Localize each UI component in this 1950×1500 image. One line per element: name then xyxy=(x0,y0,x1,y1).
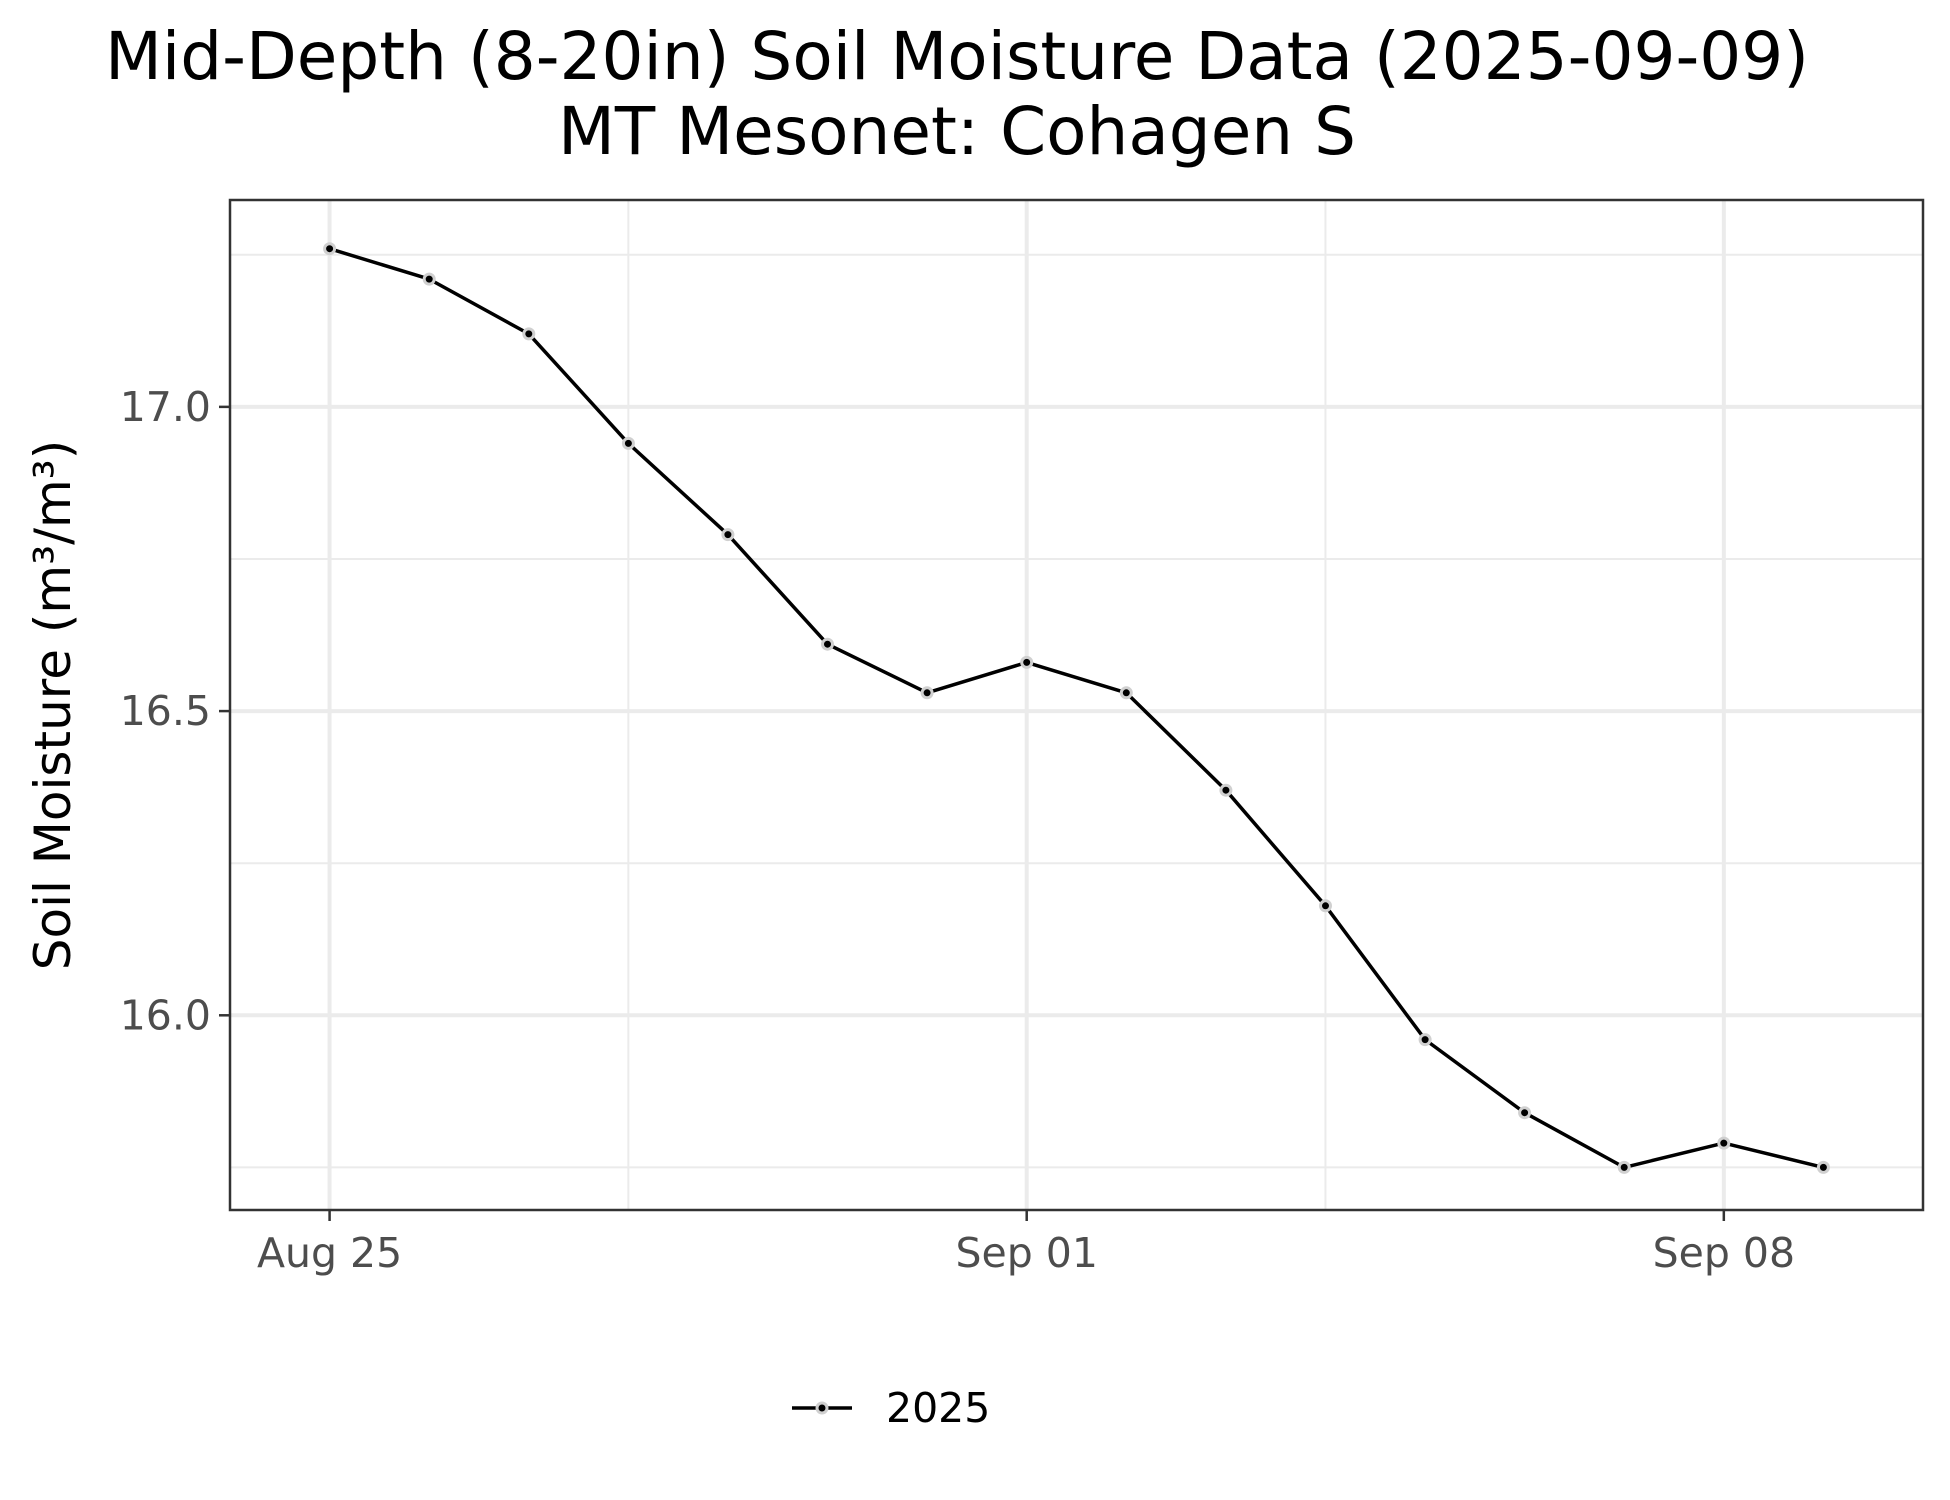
y-axis: 16.0 16.5 17.0 xyxy=(120,383,230,1039)
panel-border xyxy=(228,198,1925,1212)
series-line-2025 xyxy=(329,247,1824,1170)
data-point xyxy=(1219,783,1233,797)
data-point xyxy=(422,272,436,286)
data-point xyxy=(1020,655,1034,669)
y-axis-label: Soil Moisture (m³/m³) xyxy=(24,440,82,970)
data-point xyxy=(920,686,934,700)
data-point xyxy=(323,242,337,256)
grid xyxy=(230,200,1923,1210)
y-tick-label: 16.5 xyxy=(120,687,211,735)
data-point xyxy=(1319,899,1332,913)
chart-title-line2: MT Mesonet: Cohagen S xyxy=(558,93,1356,170)
legend[interactable]: 2025 xyxy=(792,1384,990,1432)
data-point xyxy=(1617,1160,1631,1174)
legend-label-2025: 2025 xyxy=(886,1384,990,1432)
data-point xyxy=(1119,686,1133,700)
data-point xyxy=(522,327,536,341)
chart-title-line1: Mid-Depth (8-20in) Soil Moisture Data (2… xyxy=(105,18,1809,95)
legend-key-point xyxy=(815,1401,829,1415)
data-point xyxy=(1816,1160,1830,1174)
x-tick-label: Aug 25 xyxy=(257,1229,402,1277)
data-point xyxy=(1717,1136,1731,1150)
y-tick-label: 17.0 xyxy=(120,383,211,431)
x-axis: Aug 25 Sep 01 Sep 08 xyxy=(257,1210,1795,1277)
data-point xyxy=(621,436,635,450)
data-point xyxy=(1418,1033,1432,1047)
series-2025 xyxy=(323,242,1830,1174)
data-point xyxy=(1518,1106,1532,1120)
y-tick-label: 16.0 xyxy=(120,991,211,1039)
x-tick-label: Sep 01 xyxy=(955,1229,1097,1277)
data-point xyxy=(721,528,735,542)
data-point xyxy=(821,637,834,651)
x-tick-label: Sep 08 xyxy=(1653,1229,1795,1277)
